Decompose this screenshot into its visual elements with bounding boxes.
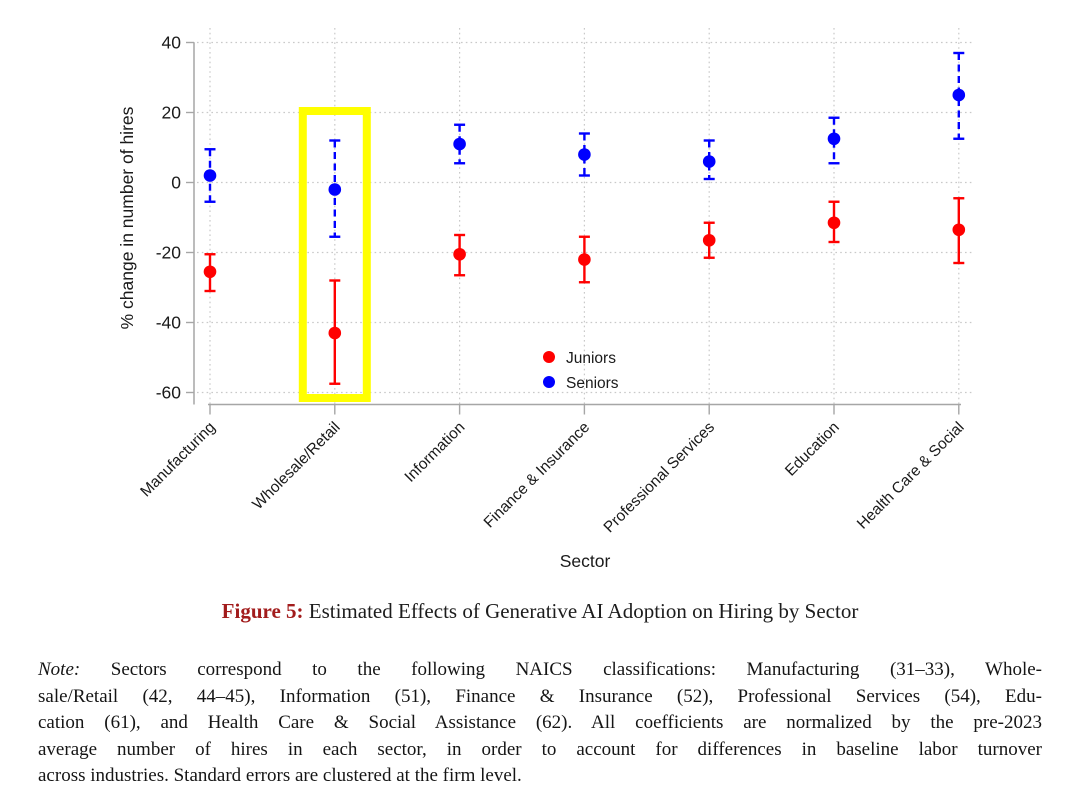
y-tick-label: -40 [156,313,182,333]
point-seniors-6 [952,88,966,102]
figure-number-label: Figure 5: [221,599,304,623]
y-tick-label: 40 [162,33,182,53]
y-tick-label: 0 [171,173,181,193]
note-line: cation (61), and Health Care & Social As… [38,712,1042,734]
y-tick-label: 20 [162,103,182,123]
x-category-label: Health Care & Social [854,419,968,533]
note-line-text: Sectors correspond to the following NAIC… [110,659,1043,680]
figure-caption: Figure 5: Estimated Effects of Generativ… [0,599,1080,624]
x-category-label: Information [402,419,469,486]
errorbar-seniors-5 [828,116,840,165]
figure-note: Note: Sectors correspond to the followin… [38,657,1042,790]
note-line: sale/Retail (42, 44–45), Information (51… [38,685,1042,707]
x-category-label: Education [782,419,843,480]
legend-marker-seniors [543,376,555,388]
point-seniors-2 [453,137,466,151]
errorbar-seniors-3 [578,132,590,177]
point-seniors-0 [203,169,217,182]
x-category-label: Wholesale/Retail [249,419,343,513]
x-category-label: Manufacturing [137,419,218,500]
errorbar-seniors-2 [454,123,466,165]
hiring-by-sector-chart: 40 20 0 -20 -40 -60 Manufacturing Wholesale/Ret… [117,28,974,571]
figure-caption-text: Estimated Effects of Generative AI Adopt… [303,599,859,623]
note-line: across industries. Standard errors are c… [38,765,522,787]
legend: Juniors Seniors [543,350,619,392]
point-juniors-2 [453,247,466,261]
x-category-label: Professional Services [601,419,719,537]
point-juniors-3 [578,253,591,266]
note-line: average number of hires in each sector, … [38,738,1042,760]
note-line: Note: Sectors correspond to the followin… [38,657,1042,684]
errorbar-seniors-6 [953,51,965,140]
point-juniors-0 [203,265,217,279]
legend-label-seniors: Seniors [566,375,619,392]
legend-marker-juniors [543,351,555,363]
note-prefix: Note: [38,659,81,680]
point-juniors-6 [952,223,966,237]
point-juniors-5 [827,216,841,230]
y-tick-label: -60 [156,383,182,403]
point-seniors-4 [702,155,716,168]
point-juniors-1 [328,326,342,340]
errorbar-seniors-4 [703,139,715,181]
x-category-label: Finance & Insurance [481,419,594,532]
point-seniors-5 [827,132,841,146]
y-axis-title: % change in number of hires [117,106,137,329]
x-axis-title: Sector [560,551,611,571]
highlight-box [298,107,371,402]
point-seniors-3 [578,148,591,161]
legend-label-juniors: Juniors [566,350,616,367]
y-tick-label: -20 [156,243,182,263]
point-seniors-1 [328,183,342,196]
point-juniors-4 [702,233,716,247]
